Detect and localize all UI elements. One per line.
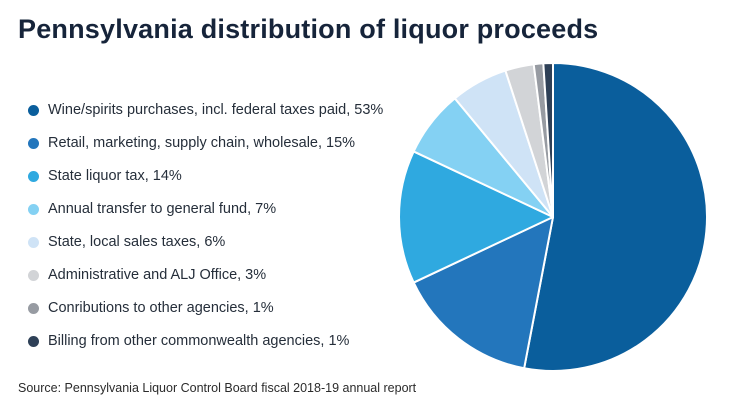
legend-item: Administrative and ALJ Office, 3%: [28, 265, 383, 285]
legend-swatch: [28, 203, 39, 215]
legend-swatch: [28, 269, 39, 281]
legend-swatch: [28, 236, 39, 248]
legend-item: Conributions to other agencies, 1%: [28, 298, 383, 318]
pie-slice: [523, 62, 708, 372]
pie-slice: [398, 150, 554, 284]
legend-item: Wine/spirits purchases, incl. federal ta…: [28, 100, 383, 120]
legend-item: State, local sales taxes, 6%: [28, 232, 383, 252]
legend-swatch: [28, 170, 39, 182]
legend-swatch: [28, 104, 39, 116]
legend-label: Conributions to other agencies, 1%: [48, 300, 274, 316]
legend-swatch: [28, 137, 39, 149]
pie-chart: [398, 61, 708, 372]
legend: Wine/spirits purchases, incl. federal ta…: [28, 100, 383, 351]
legend-label: Billing from other commonwealth agencies…: [48, 333, 350, 349]
chart-title: Pennsylvania distribution of liquor proc…: [18, 14, 599, 44]
legend-item: Retail, marketing, supply chain, wholesa…: [28, 133, 383, 153]
legend-item: Annual transfer to general fund, 7%: [28, 199, 383, 219]
pie-chart-container: [396, 60, 710, 374]
legend-swatch: [28, 302, 39, 314]
legend-item: Billing from other commonwealth agencies…: [28, 331, 383, 351]
legend-item: State liquor tax, 14%: [28, 166, 383, 186]
legend-label: Wine/spirits purchases, incl. federal ta…: [48, 102, 384, 118]
legend-swatch: [28, 335, 39, 347]
legend-label: Annual transfer to general fund, 7%: [48, 201, 277, 217]
pie-slice: [542, 61, 554, 218]
legend-label: Retail, marketing, supply chain, wholesa…: [48, 135, 356, 151]
source-attribution: Source: Pennsylvania Liquor Control Boar…: [18, 381, 417, 395]
legend-label: Administrative and ALJ Office, 3%: [48, 267, 267, 283]
legend-label: State liquor tax, 14%: [48, 168, 182, 184]
pie-slice: [412, 216, 554, 370]
legend-label: State, local sales taxes, 6%: [48, 234, 226, 250]
